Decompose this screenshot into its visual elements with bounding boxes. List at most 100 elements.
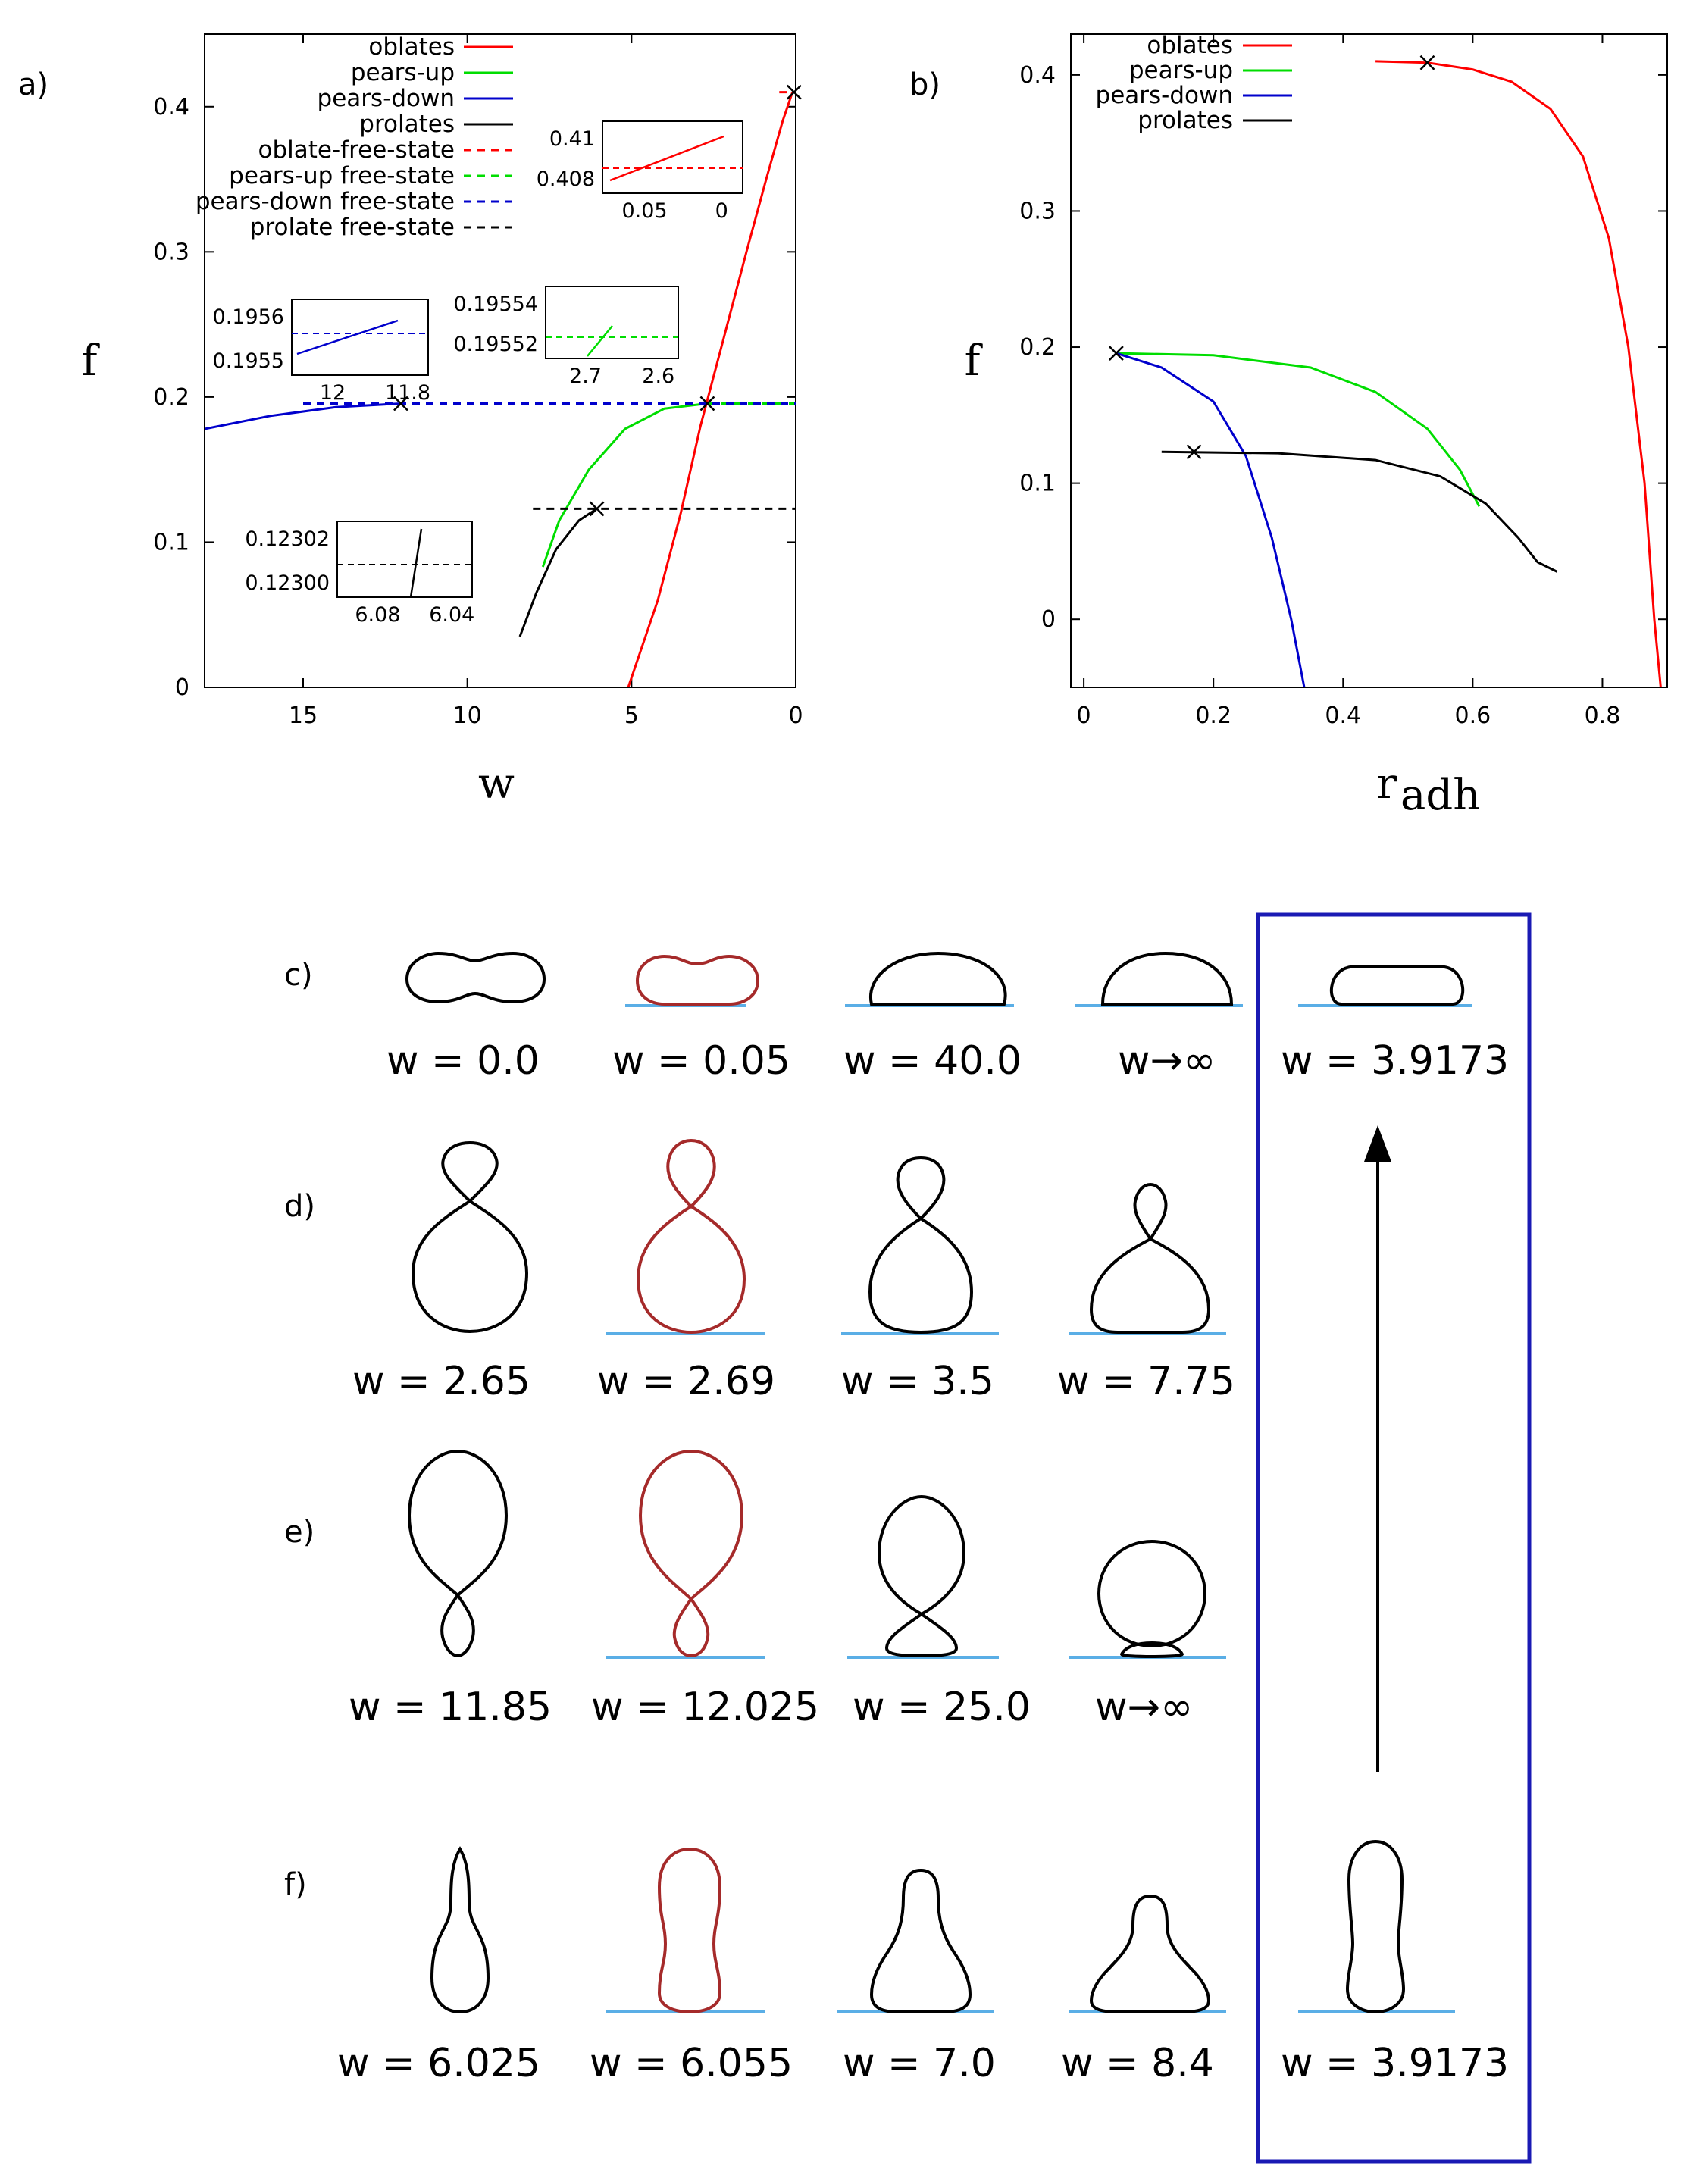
legend-label: prolates — [359, 111, 455, 138]
inset-y-tick-label: 0.408 — [537, 167, 595, 191]
shape-pear-up-adhered — [868, 1156, 974, 1334]
x-tick-label: 10 — [453, 702, 482, 729]
panel-b-tag: b) — [909, 67, 940, 102]
cross-marker — [1419, 55, 1435, 70]
w-label: w = 3.9173 — [1281, 2041, 1509, 2086]
w-label: w = 11.85 — [349, 1685, 552, 1730]
inset-x-tick-label: 0.05 — [621, 199, 667, 223]
inset-x-tick-label: 11.8 — [385, 381, 430, 405]
y-tick-label: 0.4 — [1019, 62, 1056, 89]
inset-y-tick-label: 0.1955 — [213, 349, 284, 373]
x-tick-label: 0.2 — [1195, 702, 1231, 729]
panel-a-markers — [393, 84, 802, 517]
series-pears-up-line — [541, 402, 708, 568]
cross-marker — [1186, 444, 1202, 460]
inset-y-tick-label: 0.19552 — [453, 333, 538, 356]
series-oblates-line — [627, 92, 794, 687]
cross-marker — [393, 396, 408, 411]
inset-x-tick-label: 6.08 — [355, 603, 400, 627]
inset-y-tick-label: 0.1956 — [213, 305, 284, 329]
series-oblates-line — [1375, 60, 1662, 687]
shape-oblate-hemisphere — [1100, 951, 1234, 1006]
w-label: w = 6.025 — [337, 2041, 540, 2086]
legend-label: pears-down — [1096, 82, 1233, 109]
inset-plot: 0.19554 0.19552 2.7 2.6 — [453, 286, 679, 388]
w-label: w = 3.5 — [841, 1359, 994, 1404]
inset-plot: 0.41 0.408 0.05 0 — [537, 120, 743, 223]
inset-x-tick-label: 2.6 — [642, 365, 674, 388]
x-tick-label: 0 — [1077, 702, 1091, 729]
legend-label: oblates — [368, 33, 455, 61]
x-tick-label: 15 — [289, 702, 318, 729]
x-tick-label: 0.8 — [1585, 702, 1621, 729]
panel-b-xlabel: r — [1376, 759, 1397, 809]
inset-y-tick-label: 0.19554 — [453, 293, 538, 316]
w-label: w = 7.0 — [843, 2041, 996, 2086]
legend-label: prolates — [1138, 107, 1233, 134]
y-tick-label: 0 — [175, 674, 189, 701]
series-prolates-line — [1161, 450, 1558, 573]
w-label: w = 25.0 — [853, 1685, 1031, 1730]
panel-a-frame — [204, 33, 796, 688]
shape-pear-up-free-state — [636, 1138, 746, 1334]
row-tag-d: d) — [284, 1189, 315, 1224]
w-label: w = 40.0 — [843, 1038, 1022, 1084]
panel-b-series — [1116, 60, 1662, 687]
legend-label: pears-down — [318, 85, 455, 112]
shape-prolate-free-state — [657, 1847, 722, 2014]
panel-b: b) 0 0.2 0.4 0.6 0.8 0 0.1 0.2 0.3 0.4 r adh f ob… — [909, 32, 1668, 820]
series-prolates-line — [518, 508, 598, 637]
shape-prolate-boxed — [1345, 1839, 1406, 2014]
shape-prolate — [430, 1846, 490, 2014]
inset-frame — [545, 286, 679, 359]
panel-b-frame — [1070, 33, 1668, 688]
x-tick-label: 0.4 — [1325, 702, 1361, 729]
cross-marker — [589, 501, 605, 517]
inset-curve — [587, 325, 613, 357]
panel-b-xlabel-sub: adh — [1400, 771, 1480, 820]
panel-a-ticks: 15 10 5 0 0 0.1 0.2 0.3 0.4 — [153, 34, 803, 729]
panel-a-ylabel: f — [82, 336, 101, 386]
y-tick-label: 0 — [1041, 606, 1056, 633]
legend-label: pears-up — [1129, 57, 1233, 84]
inset-frame — [336, 521, 473, 598]
cross-marker — [699, 396, 715, 411]
panel-b-ylabel: f — [965, 336, 984, 386]
inset-curve — [609, 135, 724, 182]
inset-frame — [291, 299, 429, 376]
inset-x-tick-label: 12 — [320, 381, 346, 405]
legend-label: pears-down free-state — [196, 188, 455, 215]
w-label: w = 2.69 — [597, 1359, 775, 1404]
cross-marker — [1108, 346, 1124, 361]
y-tick-label: 0.3 — [153, 239, 189, 265]
cross-marker — [786, 84, 802, 100]
legend-label: oblate-free-state — [258, 136, 455, 164]
inset-x-tick-label: 0 — [715, 199, 728, 223]
w-label: w = 0.05 — [612, 1038, 790, 1084]
y-tick-label: 0.1 — [153, 529, 189, 555]
w-label: w→∞ — [1095, 1685, 1193, 1730]
w-label: w→∞ — [1118, 1038, 1216, 1084]
y-tick-label: 0.1 — [1019, 471, 1056, 497]
shape-pear-up-flattened — [1089, 1182, 1211, 1334]
panel-b-ticks: 0 0.2 0.4 0.6 0.8 0 0.1 0.2 0.3 0.4 — [1019, 34, 1667, 729]
shape-pear-down-sphere — [1097, 1539, 1207, 1658]
panel-a-legend: oblatespears-uppears-downprolatesoblate-… — [196, 33, 513, 241]
shape-prolate-adhered — [869, 1868, 972, 2013]
x-tick-label: 5 — [624, 702, 639, 729]
highlight-box — [1256, 912, 1532, 2164]
y-tick-label: 0.3 — [1019, 198, 1056, 224]
legend-label: prolate free-state — [250, 214, 455, 241]
w-label: w = 12.025 — [591, 1685, 819, 1730]
legend-label: pears-up — [351, 59, 455, 86]
w-label: w = 8.4 — [1061, 2041, 1214, 2086]
shape-pear-down — [407, 1449, 509, 1658]
inset-y-tick-label: 0.12302 — [245, 527, 330, 551]
row-tag-f: f) — [284, 1867, 307, 1902]
inset-x-tick-label: 6.04 — [429, 603, 474, 627]
legend-label: oblates — [1147, 32, 1233, 59]
shape-oblate-free-state — [635, 954, 760, 1006]
w-label: w = 7.75 — [1057, 1359, 1235, 1404]
